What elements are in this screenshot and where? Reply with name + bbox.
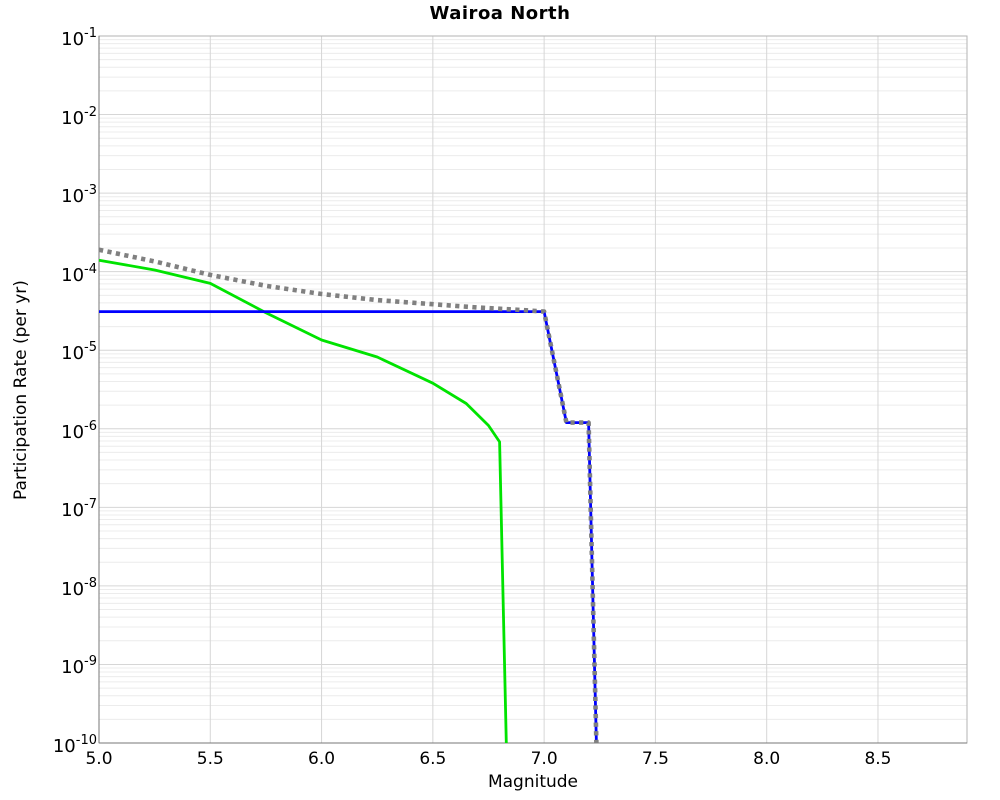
x-tick-label: 6.5 <box>419 749 447 769</box>
series-green-solid-curve <box>98 258 508 744</box>
y-tick-label: 10-10 <box>52 733 97 757</box>
x-axis-title: Magnitude <box>487 772 579 792</box>
x-tick-label: 8.5 <box>864 749 892 769</box>
y-tick-label: 10-9 <box>61 654 97 679</box>
x-tick-label: 8.0 <box>753 749 781 769</box>
x-tick-label: 7.0 <box>530 749 558 769</box>
y-tick-label: 10-5 <box>61 340 97 365</box>
y-tick-label: 10-4 <box>61 261 97 286</box>
x-tick-label: 7.5 <box>641 749 669 769</box>
y-tick-label: 10-3 <box>61 183 97 208</box>
y-tick-label: 10-2 <box>61 104 97 129</box>
y-tick-label: 10-1 <box>61 26 97 50</box>
y-tick-label: 10-7 <box>61 497 97 522</box>
series-blue-solid-curve <box>99 310 598 744</box>
y-tick-label: 10-6 <box>61 418 97 443</box>
x-tick-label: 5.0 <box>85 749 113 769</box>
y-tick-label: 10-8 <box>61 575 97 600</box>
chart-title: Wairoa North <box>429 3 571 24</box>
x-tick-label: 5.5 <box>196 749 224 769</box>
series-gray-dotted-curve <box>98 247 599 744</box>
x-tick-label: 6.0 <box>308 749 336 769</box>
y-axis-title: Participation Rate (per yr) <box>11 280 31 500</box>
plot-background <box>99 36 967 743</box>
